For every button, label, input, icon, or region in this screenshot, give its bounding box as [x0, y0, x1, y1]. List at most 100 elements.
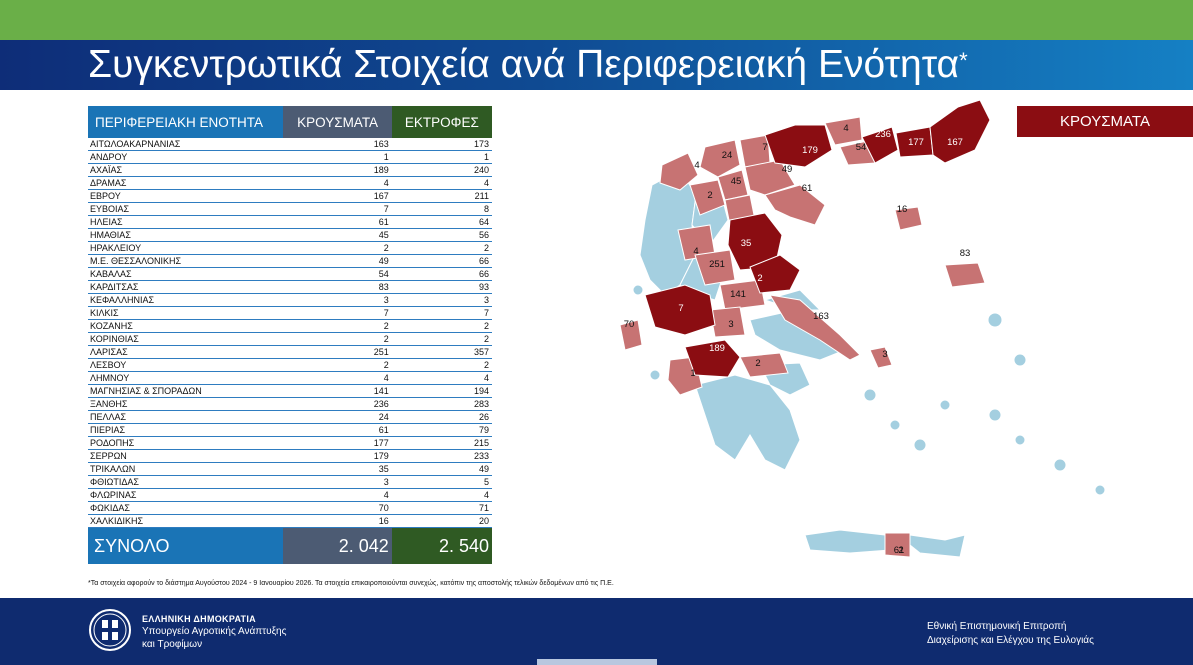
- map-label: 24: [722, 150, 733, 161]
- map-region-crete-west: [804, 529, 891, 554]
- column-header-region: ΠΕΡΙΦΕΡΕΙΑΚΗ ΕΝΟΤΗΤΑ: [88, 106, 284, 138]
- cell-region: ΗΛΕΙΑΣ: [88, 215, 284, 229]
- cell-farms: 64: [391, 215, 492, 229]
- table-row: ΦΩΚΙΔΑΣ 70 71: [88, 501, 492, 515]
- cell-region: ΑΙΤΩΛΟΑΚΑΡΝΑΝΙΑΣ: [88, 138, 284, 151]
- map-region-magnesia: [749, 254, 801, 294]
- map-island-zakynthos: [649, 369, 661, 381]
- cell-farms: 79: [391, 423, 492, 437]
- cell-region: ΣΕΡΡΩΝ: [88, 449, 284, 463]
- map-label: 16: [897, 204, 908, 215]
- map-island-dodecanese-1: [988, 408, 1002, 422]
- map-region-andros: [869, 346, 893, 369]
- map-region-fthiotida: [719, 279, 766, 311]
- map-region-euboea: [769, 294, 861, 361]
- cell-cases: 3: [283, 293, 392, 307]
- table-row: ΣΕΡΡΩΝ 179 233: [88, 449, 492, 463]
- map-label: 179: [802, 145, 818, 156]
- map-region-xanthi: [861, 126, 899, 164]
- cell-farms: 215: [391, 436, 492, 450]
- ministry-block: ΕΛΛΗΝΙΚΗ ΔΗΜΟΚΡΑΤΙΑ Υπουργείο Αγροτικής …: [142, 613, 286, 651]
- cell-farms: 8: [391, 202, 492, 216]
- cell-cases: 4: [283, 488, 392, 502]
- map-region-heraklion: [884, 532, 911, 558]
- cell-region: ΕΒΡΟΥ: [88, 189, 284, 203]
- page-title: Συγκεντρωτικά Στοιχεία ανά Περιφερειακή …: [88, 42, 968, 88]
- cell-farms: 2: [391, 332, 492, 346]
- cell-cases: 7: [283, 202, 392, 216]
- cell-region: ΛΕΣΒΟΥ: [88, 358, 284, 372]
- cell-region: ΦΛΩΡΙΝΑΣ: [88, 488, 284, 502]
- cell-region: ΧΑΛΚΙΔΙΚΗΣ: [88, 514, 284, 528]
- table-row: ΞΑΝΘΗΣ 236 283: [88, 397, 492, 411]
- cell-farms: 233: [391, 449, 492, 463]
- cell-region: ΦΘΙΩΤΙΔΑΣ: [88, 475, 284, 489]
- cell-region: ΚΟΡΙΝΘΙΑΣ: [88, 332, 284, 346]
- table-row: ΜΑΓΝΗΣΙΑΣ & ΣΠΟΡΑΔΩΝ 141 194: [88, 384, 492, 398]
- committee-line-2: Διαχείρισης και Ελέγχου της Ευλογιάς: [927, 635, 1094, 646]
- table-total-row: ΣΥΝΟΛΟ 2. 042 2. 540: [88, 527, 492, 564]
- map-label: 4: [843, 123, 848, 134]
- table-row: ΤΡΙΚΑΛΩΝ 35 49: [88, 462, 492, 476]
- cell-region: ΗΡΑΚΛΕΙΟΥ: [88, 241, 284, 255]
- cell-region: ΤΡΙΚΑΛΩΝ: [88, 462, 284, 476]
- title-banner: Συγκεντρωτικά Στοιχεία ανά Περιφερειακή …: [0, 40, 1193, 90]
- map-label: 141: [730, 289, 746, 300]
- table-row: ΧΑΛΚΙΔΙΚΗΣ 16 20: [88, 514, 492, 528]
- footer: ΕΛΛΗΝΙΚΗ ΔΗΜΟΚΡΑΤΙΑ Υπουργείο Αγροτικής …: [0, 598, 1193, 665]
- cell-region: ΚΙΛΚΙΣ: [88, 306, 284, 320]
- cell-cases: 24: [283, 410, 392, 424]
- ministry-line-1: Υπουργείο Αγροτικής Ανάπτυξης: [142, 626, 287, 637]
- map-label: 251: [709, 259, 725, 270]
- cell-region: ΑΝΔΡΟΥ: [88, 150, 284, 164]
- cell-region: ΑΧΑΪΑΣ: [88, 163, 284, 177]
- cell-region: ΚΟΖΑΝΗΣ: [88, 319, 284, 333]
- table-row: ΦΘΙΩΤΙΔΑΣ 3 5: [88, 475, 492, 489]
- map-label: 49: [782, 164, 793, 175]
- cell-region: ΛΑΡΙΣΑΣ: [88, 345, 284, 359]
- cell-cases: 4: [283, 176, 392, 190]
- cell-cases: 7: [283, 306, 392, 320]
- map-region-kozani: [689, 179, 726, 216]
- table-row: ΡΟΔΟΠΗΣ 177 215: [88, 436, 492, 450]
- table-row: ΕΒΡΟΥ 167 211: [88, 189, 492, 203]
- map-label: 3: [728, 319, 733, 330]
- table-row: ΚΟΖΑΝΗΣ 2 2: [88, 319, 492, 333]
- cell-cases: 251: [283, 345, 392, 359]
- total-farms: 2. 540: [391, 527, 492, 564]
- table-row: Μ.Ε. ΘΕΣΣΑΛΟΝΙΚΗΣ 49 66: [88, 254, 492, 268]
- table-row: ΕΥΒΟΙΑΣ 7 8: [88, 202, 492, 216]
- map-region-serres: [764, 124, 833, 168]
- cell-cases: 141: [283, 384, 392, 398]
- cell-cases: 4: [283, 371, 392, 385]
- cell-region: ΞΑΝΘΗΣ: [88, 397, 284, 411]
- cell-farms: 357: [391, 345, 492, 359]
- map-label: 7: [762, 142, 767, 153]
- table-row: ΚΟΡΙΝΘΙΑΣ 2 2: [88, 332, 492, 346]
- table-row: ΛΕΣΒΟΥ 2 2: [88, 358, 492, 372]
- cell-farms: 71: [391, 501, 492, 515]
- cell-region: ΚΑΒΑΛΑΣ: [88, 267, 284, 281]
- map-label: 2: [707, 190, 712, 201]
- cell-cases: 189: [283, 163, 392, 177]
- cell-cases: 3: [283, 475, 392, 489]
- map-label: 4: [693, 246, 698, 257]
- cell-farms: 20: [391, 514, 492, 528]
- table-row: ΗΛΕΙΑΣ 61 64: [88, 215, 492, 229]
- cell-region: Μ.Ε. ΘΕΣΣΑΛΟΝΙΚΗΣ: [88, 254, 284, 268]
- map-region-limnos: [894, 206, 923, 231]
- cell-region: ΚΕΦΑΛΛΗΝΙΑΣ: [88, 293, 284, 307]
- map-label: 70: [624, 319, 635, 330]
- cell-region: ΚΑΡΔΙΤΣΑΣ: [88, 280, 284, 294]
- total-cases: 2. 042: [283, 527, 392, 564]
- map-island-cyclades-2: [889, 419, 901, 431]
- map-label: 7: [678, 303, 683, 314]
- map-label: 45: [731, 176, 742, 187]
- cell-farms: 2: [391, 241, 492, 255]
- cell-farms: 5: [391, 475, 492, 489]
- map-label: 2: [757, 273, 762, 284]
- legend-cases: ΚΡΟΥΣΜΑΤΑ: [1017, 106, 1193, 137]
- cell-cases: 177: [283, 436, 392, 450]
- committee-line-1: Εθνική Επιστημονική Επιτροπή: [927, 621, 1067, 632]
